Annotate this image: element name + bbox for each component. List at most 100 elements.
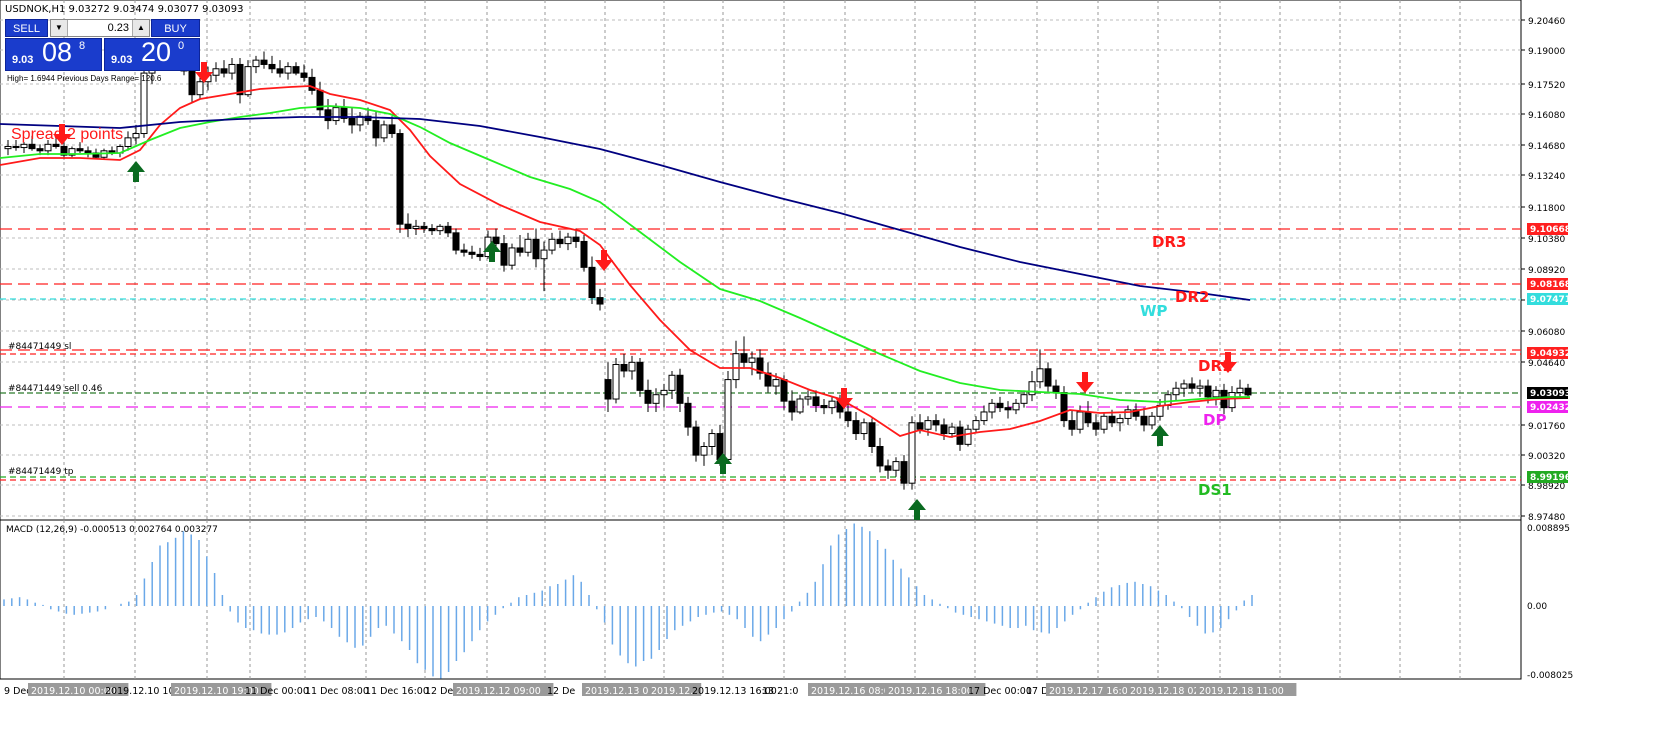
candle-body [876,445,884,467]
buy-signal-arrow-icon [908,499,926,520]
candle-body [812,396,820,406]
buy-price-box[interactable]: 9.03 20 0 [104,37,200,71]
candle-body [1172,387,1180,396]
candle-body [980,411,988,422]
price-tag-label: 9.02432 [1530,403,1571,413]
candle-body [380,124,388,139]
time-axis-highlight [1196,683,1297,696]
price-axis-label: 9.01760 [1528,422,1565,432]
candle-body [964,428,972,445]
candle-body [436,225,444,232]
level-lines [0,228,1521,481]
candle-body [468,251,476,255]
candle-body [852,420,860,435]
candle-body [4,145,12,150]
time-axis-label: 11 Dec 16:00 [365,686,429,697]
candle-body [476,253,484,258]
candle-body [1028,381,1036,396]
price-axis-label: 9.04640 [1528,359,1565,369]
candle-body [684,402,692,428]
candle-body [292,66,300,74]
candle-body [972,420,980,430]
candle-body [44,143,52,152]
candle-body [140,72,148,135]
candle-body [644,389,652,404]
lot-decrease-button[interactable]: ▼ [51,20,68,36]
candle-body [388,124,396,135]
level-dr2: DR2 [1175,288,1209,306]
sell-signal-arrow-icon [835,388,853,409]
candle-body [348,117,356,126]
candle-body [996,402,1004,409]
candle-body [692,426,700,456]
candle-body [1132,409,1140,417]
candle-body [1236,387,1244,394]
candle-body [1084,411,1092,424]
one-click-trading-panel: SELL ▼ ▲ BUY 9.03 08 8 9.03 20 0 [5,19,200,71]
level-ds1: DS1 [1198,481,1232,499]
candle-body [252,59,260,68]
price-axis[interactable]: 9.20460 9.19000 9.17520 9.16080 9.14680 9.132… [1521,17,1565,523]
candle-body [244,66,252,96]
medium-moving-average-line [0,105,1250,403]
candle-body [212,68,220,76]
main-panel[interactable] [0,0,1522,521]
candle-body [124,137,132,147]
time-axis-label: 17 De [1026,686,1054,697]
candle-body [1212,389,1220,398]
candle-body [708,433,716,447]
price-axis-label: 9.10380 [1528,235,1565,245]
fast-moving-average-line [0,85,1251,438]
candle-body [1068,420,1076,430]
candle-body [908,422,916,484]
candle-body [748,357,756,363]
candle-body [1076,411,1084,430]
candle-body [924,420,932,430]
candle-body [1188,383,1196,389]
lot-increase-button[interactable]: ▲ [132,20,149,36]
price-tag-box [1527,347,1568,359]
symbol-header: USDNOK,H1 9.03272 9.03474 9.03077 9.0309… [5,4,243,15]
level-dr3: DR3 [1152,233,1186,251]
candle-body [620,363,628,372]
lot-size-input[interactable] [69,20,129,36]
candle-body [724,379,732,460]
candle-body [1052,385,1060,394]
time-axis-label: 17 Dec 00:00 [968,686,1032,697]
candle-body [196,81,204,96]
time-axis-label: 2019.12.18 11:00 [1199,686,1284,697]
candle-body [532,238,540,260]
time-axis-label: 2019.12.13 16:00 [692,686,777,697]
sell-price-box[interactable]: 9.03 08 8 [5,37,102,71]
level-dp: DP [1203,411,1226,429]
candle-body [940,424,948,435]
price-axis-label: 9.06080 [1528,328,1565,338]
candle-body [868,422,876,447]
candle-body [804,396,812,400]
time-axis-label: 2019.12.12 09:00 [456,686,541,697]
buy-price-prefix: 9.03 [111,54,133,66]
buy-button[interactable]: BUY [151,19,200,37]
candle-body [60,145,68,156]
candle-body [676,374,684,404]
macd-panel[interactable] [0,519,1522,680]
order-tp-label: #84471449 tp [8,467,74,477]
candle-body [332,107,340,122]
sell-price-prefix: 9.03 [12,54,34,66]
candle-body [1116,417,1124,424]
candle-body [796,398,804,413]
sell-button[interactable]: SELL [5,19,48,37]
price-axis-label: 9.11800 [1528,204,1565,214]
time-axis-highlight [808,683,909,696]
sell-price-fraction: 8 [79,40,86,52]
time-axis-label: 2019.12. [651,686,693,697]
candle-body [556,238,564,245]
candle-body [948,426,956,435]
time-axis-label: 11 Dec 00:00 [245,686,309,697]
range-info: High= 1.6944 Previous Days Range= 120.6 [7,74,162,83]
buy-price-fraction: 0 [178,40,185,52]
candle-body [1244,387,1252,396]
